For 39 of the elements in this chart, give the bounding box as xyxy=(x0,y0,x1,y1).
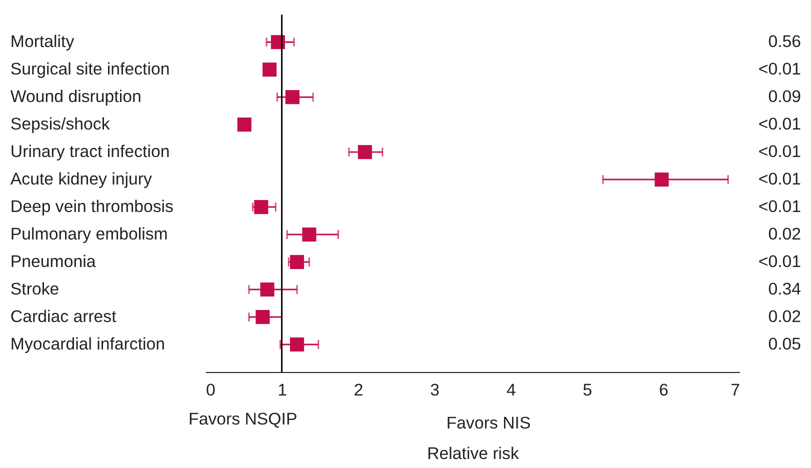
text: <0.01 xyxy=(758,60,802,79)
text: 0.56 xyxy=(768,32,802,52)
y-tick-label: Sepsis/shock xyxy=(10,114,110,134)
y-tick-label: Surgical site infection xyxy=(10,60,170,79)
y-tick-label: Pneumonia xyxy=(10,252,96,271)
y-tick-label: Acute kidney injury xyxy=(10,170,152,189)
y-tick-label: Myocardial infarction xyxy=(10,334,166,354)
y-tick-label: Urinary tract infection xyxy=(10,142,170,162)
text: 0.34 xyxy=(768,279,802,298)
text: Favors NSQIP xyxy=(188,410,298,429)
point xyxy=(237,118,252,132)
x-tick-label: 5 xyxy=(582,380,592,400)
text: 0.02 xyxy=(768,306,802,326)
y-tick-label: Cardiac arrest xyxy=(10,306,117,326)
text: <0.01 xyxy=(758,197,802,216)
point xyxy=(302,228,316,242)
x-tick-label: 2 xyxy=(354,380,364,400)
x-tick-label: 3 xyxy=(430,380,440,400)
x-tick-label: 1 xyxy=(278,380,287,400)
y-tick-label: Deep vein thrombosis xyxy=(10,197,174,216)
y-tick-label: Mortality xyxy=(10,32,75,52)
x-axis-title: Relative risk xyxy=(427,444,520,463)
text: <0.01 xyxy=(758,142,802,162)
x-tick-label: 6 xyxy=(659,380,668,400)
text: <0.01 xyxy=(758,170,802,189)
text: <0.01 xyxy=(758,114,802,134)
point xyxy=(256,310,270,324)
text: 0.02 xyxy=(768,224,802,244)
text: 0.09 xyxy=(768,87,802,106)
x-tick-label: 7 xyxy=(730,380,740,400)
y-tick-label: Pulmonary embolism xyxy=(10,224,168,244)
text: Favors NIS xyxy=(446,414,531,433)
x-tick-label: 0 xyxy=(206,380,216,400)
x-tick-label: 4 xyxy=(506,380,516,400)
text: 0.05 xyxy=(768,334,802,354)
point xyxy=(262,62,277,77)
text: <0.01 xyxy=(758,252,802,271)
y-tick-label: Stroke xyxy=(10,279,60,298)
y-tick-label: Wound disruption xyxy=(10,87,142,106)
